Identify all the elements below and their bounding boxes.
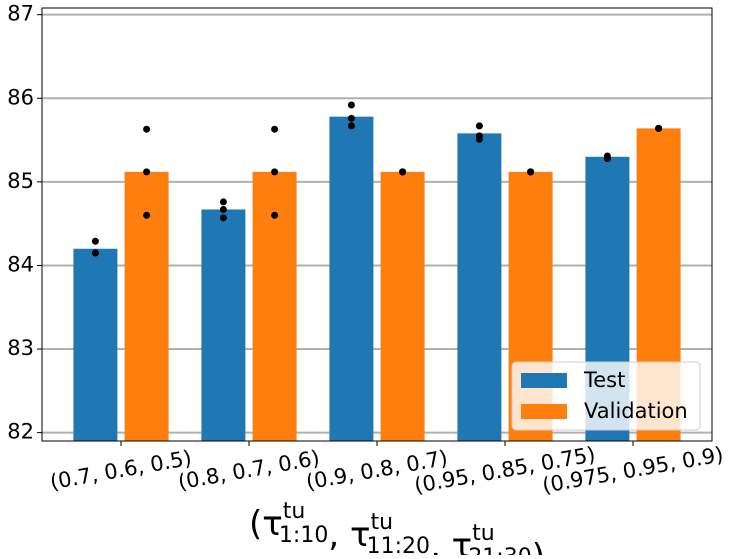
y-tick-label: 83	[7, 336, 34, 360]
point	[399, 168, 407, 176]
bar	[73, 248, 118, 441]
plot-frame	[41, 7, 713, 442]
point	[347, 114, 355, 122]
bar	[457, 133, 502, 441]
y-tick-label: 84	[7, 252, 34, 276]
point	[527, 168, 535, 176]
x-label-part: τ	[452, 526, 472, 556]
point	[219, 198, 227, 206]
x-label-part: (	[249, 504, 262, 544]
point	[271, 211, 279, 219]
x-label-part: ,	[328, 515, 350, 555]
point	[91, 237, 99, 245]
x-label-sub: 1:10	[279, 523, 328, 548]
point	[219, 205, 227, 213]
x-label-sub: 21:30	[468, 545, 531, 555]
point	[219, 214, 227, 222]
point	[271, 168, 279, 176]
x-label-part: τ	[350, 515, 370, 555]
point	[271, 125, 279, 133]
y-tick-label: 87	[7, 2, 34, 26]
y-tick-label: 82	[7, 420, 34, 444]
x-label-sup: tu	[370, 510, 393, 535]
bar	[201, 209, 246, 441]
point	[475, 122, 483, 130]
legend-label: Test	[583, 368, 625, 392]
x-label-sup: tu	[472, 521, 495, 546]
x-tick-label: (0.8, 0.7, 0.6)	[176, 446, 321, 495]
x-label-sup: tu	[283, 499, 306, 524]
point	[143, 125, 151, 133]
legend-swatch	[521, 373, 567, 388]
legend-swatch	[521, 404, 567, 419]
x-label-part: ,	[430, 526, 452, 556]
point	[347, 101, 355, 109]
y-tick-label: 86	[7, 85, 34, 109]
y-tick-label: 85	[7, 169, 34, 193]
bar	[380, 171, 425, 442]
point	[91, 249, 99, 257]
point	[143, 168, 151, 176]
x-label-part: τ	[262, 504, 282, 544]
point	[143, 211, 151, 219]
x-tick-label: (0.7, 0.6, 0.5)	[48, 446, 193, 495]
x-label-sub: 11:20	[367, 534, 430, 555]
point	[603, 154, 611, 162]
point	[347, 122, 355, 130]
x-label-part: )	[532, 537, 545, 556]
bar	[329, 116, 374, 441]
point	[475, 135, 483, 143]
point	[655, 124, 663, 132]
legend-label: Validation	[584, 399, 688, 423]
